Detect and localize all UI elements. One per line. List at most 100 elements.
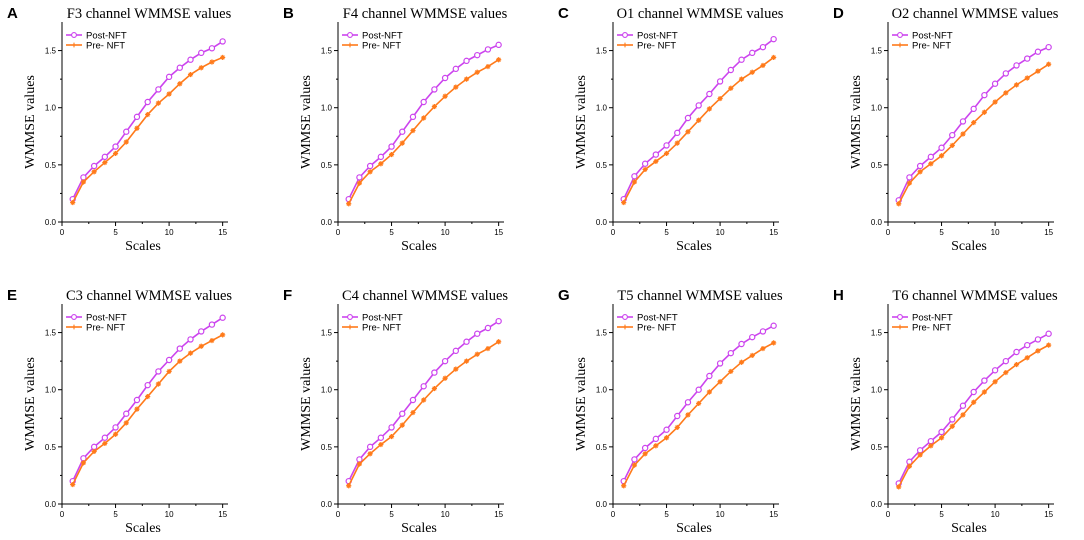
data-point-post-nft (749, 333, 756, 341)
y-tick-label: 1.0 (321, 104, 333, 113)
data-point-pre-nft (431, 103, 437, 110)
data-point-pre-nft (220, 332, 226, 338)
chart-title: T5 channel WMMSE values (617, 288, 783, 304)
chart-panel-b: B F4 channel WMMSE values 0.0 0.5 1.0 1.5 0 5 10… (283, 5, 508, 254)
y-axis-label: WMMSE values (849, 75, 864, 169)
data-point-pre-nft (421, 115, 427, 121)
y-tick-label: 1.0 (871, 104, 883, 113)
data-point-pre-nft (631, 179, 638, 185)
data-point-pre-nft (367, 451, 373, 457)
data-point-pre-nft (496, 57, 502, 63)
data-point-post-nft (727, 349, 735, 357)
data-point-post-nft (112, 143, 119, 150)
legend-label: Post-NFT (86, 313, 127, 324)
data-point-post-nft (652, 151, 660, 158)
y-tick-label: 0.0 (321, 500, 333, 509)
data-point-post-nft (716, 78, 724, 85)
x-tick-label: 0 (336, 510, 341, 519)
data-point-post-nft (631, 456, 638, 463)
series-line-pre-nft (348, 59, 500, 205)
data-point-post-nft (420, 383, 427, 390)
data-point-post-nft (916, 162, 924, 170)
data-point-pre-nft (938, 435, 945, 441)
legend-label: Pre- NFT (637, 41, 676, 52)
chart-title: O2 channel WMMSE values (892, 6, 1059, 22)
data-point-pre-nft (653, 158, 659, 165)
data-point-post-nft (133, 396, 141, 404)
data-point-post-nft (959, 402, 967, 409)
data-point-post-nft (906, 174, 913, 181)
y-tick-label: 0.5 (45, 443, 57, 452)
data-point-post-nft (155, 368, 162, 375)
y-tick-label: 1.0 (596, 104, 608, 113)
data-point-post-nft (388, 143, 395, 150)
y-tick-label: 0.0 (45, 218, 57, 227)
x-tick-label: 5 (113, 228, 118, 237)
x-tick-label: 10 (716, 228, 725, 237)
chart-title: C3 channel WMMSE values (66, 288, 232, 304)
chart-panel-h: H T6 channel WMMSE values 0.0 0.5 1.0 1.5 0 5 10… (833, 287, 1058, 536)
data-point-pre-nft (378, 161, 384, 167)
data-point-pre-nft (771, 54, 777, 61)
data-point-pre-nft (474, 69, 480, 75)
data-point-pre-nft (123, 420, 129, 426)
x-tick-label: 5 (939, 510, 944, 519)
data-point-pre-nft (674, 140, 680, 146)
data-point-post-nft (409, 113, 417, 121)
data-point-pre-nft (653, 443, 659, 449)
data-point-post-nft (219, 38, 226, 45)
data-point-post-nft (1002, 357, 1010, 365)
x-axis-label: Scales (951, 521, 987, 536)
data-point-pre-nft (663, 435, 670, 441)
data-point-post-nft (641, 444, 649, 452)
data-point-post-nft (431, 86, 438, 93)
data-point-post-nft (208, 321, 216, 328)
series-line-post-nft (71, 317, 224, 482)
legend-label: Post-NFT (637, 313, 678, 324)
data-point-post-nft (759, 328, 767, 335)
chart-title: O1 channel WMMSE values (617, 6, 784, 22)
legend-label: Post-NFT (86, 31, 127, 42)
data-point-pre-nft (738, 76, 745, 82)
x-tick-label: 10 (441, 510, 450, 519)
data-point-pre-nft (112, 431, 119, 437)
data-point-pre-nft (346, 201, 352, 207)
data-point-post-nft (155, 86, 162, 93)
x-tick-label: 0 (886, 510, 891, 519)
y-tick-label: 0.5 (45, 161, 57, 170)
chart-panel-d: D O2 channel WMMSE values 0.0 0.5 1.0 1.5 0 5 10… (833, 5, 1059, 254)
data-point-post-nft (463, 57, 470, 65)
data-point-post-nft (970, 105, 977, 113)
x-tick-label: 0 (336, 228, 341, 237)
data-point-pre-nft (949, 423, 955, 429)
data-point-pre-nft (463, 76, 470, 82)
x-tick-label: 10 (165, 228, 174, 237)
data-point-post-nft (123, 128, 130, 135)
data-point-post-nft (938, 144, 945, 151)
y-axis-label: WMMSE values (849, 357, 864, 451)
chart-panel-f: F C4 channel WMMSE values 0.0 0.5 1.0 1.5 0 5 10… (283, 287, 508, 536)
legend-marker-post-nft (622, 314, 628, 320)
y-tick-label: 0.5 (596, 443, 608, 452)
y-tick-label: 0.5 (596, 161, 608, 170)
chart-title: F4 channel WMMSE values (343, 6, 508, 22)
x-tick-label: 5 (664, 228, 669, 237)
data-point-pre-nft (410, 127, 416, 134)
y-tick-label: 0.0 (596, 500, 608, 509)
data-point-pre-nft (1035, 68, 1041, 74)
data-point-post-nft (377, 434, 385, 441)
data-point-post-nft (1024, 341, 1031, 349)
chart-panel-a: A F3 channel WMMSE values 0.0 0.5 1.0 1.5 0 5 10… (7, 5, 232, 254)
data-point-post-nft (112, 424, 119, 431)
y-tick-label: 1.0 (321, 386, 333, 395)
data-point-post-nft (409, 396, 417, 404)
data-point-post-nft (981, 91, 988, 99)
data-point-post-nft (674, 129, 681, 137)
series-line-pre-nft (898, 344, 1050, 488)
data-point-post-nft (165, 356, 173, 364)
y-tick-label: 1.5 (45, 329, 57, 338)
data-point-pre-nft (749, 69, 755, 75)
